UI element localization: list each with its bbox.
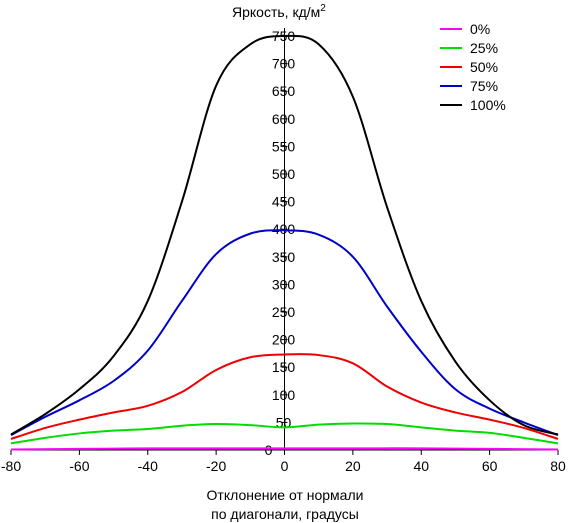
series-line-1	[10, 422, 559, 445]
legend-label-1: 25%	[470, 40, 498, 56]
y-tick-label-zero: 0	[265, 442, 273, 458]
y-tick-label: 150	[272, 359, 296, 375]
x-tick-label: 20	[345, 458, 361, 474]
y-tick-label: 400	[272, 221, 296, 237]
legend-label-2: 50%	[470, 59, 498, 75]
series-line-4	[10, 34, 559, 436]
series-line-3	[10, 229, 559, 437]
legend-label-3: 75%	[470, 78, 498, 94]
y-tick-label: 600	[272, 111, 296, 127]
x-axis-title-line2: по диагонали, градусы	[211, 506, 359, 522]
legend-label-4: 100%	[470, 97, 506, 113]
y-tick-label: 350	[272, 249, 296, 265]
y-axis-title: Яркость, кд/м2	[232, 3, 326, 20]
x-tick-label: -80	[1, 458, 21, 474]
tick-labels: -80 -60 -40 -20 0 20 40 60 805010015020025030035…	[1, 28, 566, 474]
x-axis-title-line1: Отклонение от нормали	[207, 487, 364, 503]
series-line-0	[10, 447, 559, 451]
x-tick-label: 60	[482, 458, 498, 474]
y-tick-label: 450	[272, 194, 296, 210]
y-tick-label: 100	[272, 387, 296, 403]
y-tick-label: 700	[272, 56, 296, 72]
x-tick-label: 40	[413, 458, 429, 474]
series-lines	[10, 34, 559, 451]
legend-label-0: 0%	[470, 21, 490, 37]
x-tick-label: -20	[206, 458, 226, 474]
x-tick-label: 80	[550, 458, 566, 474]
y-tick-label: 550	[272, 138, 296, 154]
legend: 0% 25% 50% 75% 100%	[440, 21, 506, 113]
series-line-2	[10, 353, 559, 440]
y-tick-label: 200	[272, 332, 296, 348]
y-tick-label: 500	[272, 166, 296, 182]
y-tick-label: 650	[272, 83, 296, 99]
x-tick-label: 0	[281, 458, 289, 474]
y-tick-label: 300	[272, 276, 296, 292]
y-tick-label: 250	[272, 304, 296, 320]
axes	[10, 28, 559, 455]
x-tick-label: -60	[69, 458, 89, 474]
x-tick-label: -40	[138, 458, 158, 474]
